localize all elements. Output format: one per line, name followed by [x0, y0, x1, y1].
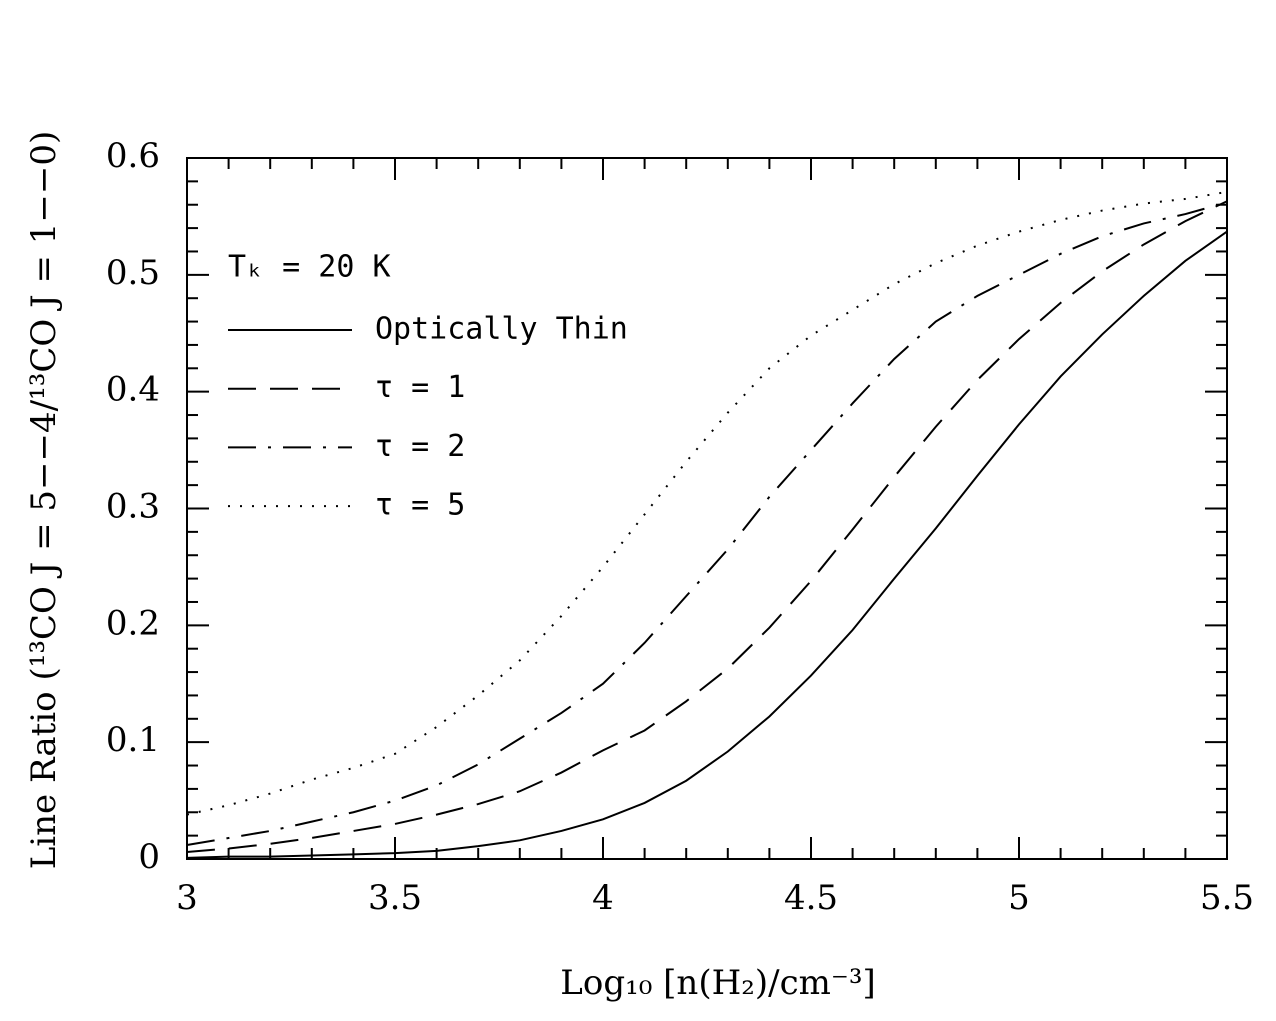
x-tick-label: 5 — [1008, 878, 1030, 918]
y-tick-label: 0.2 — [106, 603, 160, 643]
y-axis-label: Line Ratio (¹³CO J = 5−−4/¹³CO J = 1−−0) — [24, 131, 64, 870]
x-tick-label: 5.5 — [1200, 878, 1254, 918]
series-line — [186, 201, 1228, 846]
legend-label: τ = 2 — [375, 429, 465, 464]
y-tick-label: 0.3 — [106, 487, 160, 527]
y-tick-label: 0.6 — [106, 136, 160, 176]
x-axis-label: Log₁₀ [n(H₂)/cm⁻³] — [560, 963, 875, 1003]
legend-label: τ = 5 — [375, 488, 465, 523]
x-tick-label: 4 — [592, 878, 614, 918]
y-tick-label: 0 — [138, 837, 160, 877]
x-tick-label: 4.5 — [784, 878, 838, 918]
series-line — [186, 200, 1228, 853]
series-line — [186, 230, 1228, 859]
y-tick-label: 0.1 — [106, 720, 160, 760]
series-line — [186, 190, 1228, 816]
y-tick-label: 0.4 — [106, 370, 160, 410]
y-tick-label: 0.5 — [106, 253, 160, 293]
legend-label: Optically Thin — [375, 312, 628, 347]
legend-title: Tₖ = 20 K — [228, 250, 391, 285]
legend-label: τ = 1 — [375, 370, 465, 405]
x-tick-label: 3 — [176, 878, 198, 918]
x-tick-label: 3.5 — [368, 878, 422, 918]
